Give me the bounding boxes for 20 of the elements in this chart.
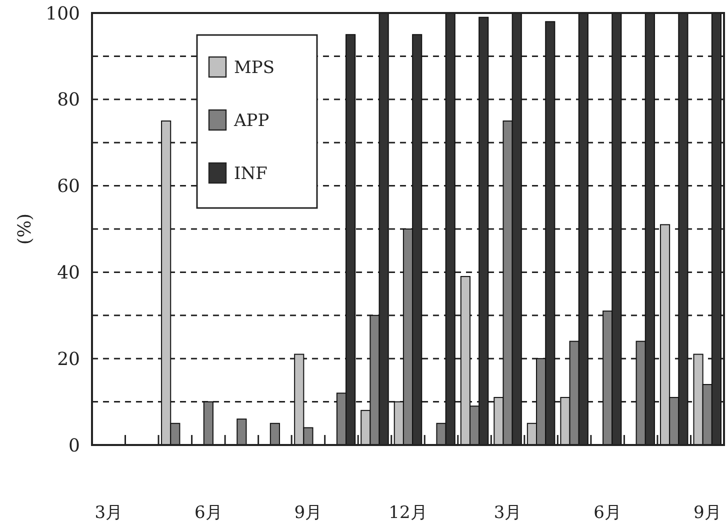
y-tick-label: 20: [57, 348, 80, 370]
y-tick-label: 100: [46, 3, 80, 24]
x-tick-label: 3月: [94, 503, 123, 523]
y-tick-label: 60: [57, 176, 80, 198]
y-axis-title: (%): [14, 213, 36, 245]
legend-label: MPS: [234, 58, 274, 78]
y-tick-label: 0: [68, 435, 80, 456]
y-tick-label: 40: [57, 262, 80, 284]
bar: [270, 422, 280, 446]
bar: [203, 401, 214, 446]
x-tick-label: 6月: [194, 503, 222, 523]
bar: [236, 418, 247, 446]
x-tick-label: 12月: [388, 503, 428, 523]
x-tick-label: 9月: [693, 503, 722, 523]
y-tick-label: 80: [57, 90, 80, 111]
legend-label: INF: [234, 164, 268, 184]
x-tick-label: 6月: [594, 503, 622, 523]
x-tick-label: 3月: [494, 503, 522, 523]
legend-label: APP: [233, 110, 270, 131]
x-tick-label: 9月: [294, 503, 322, 523]
